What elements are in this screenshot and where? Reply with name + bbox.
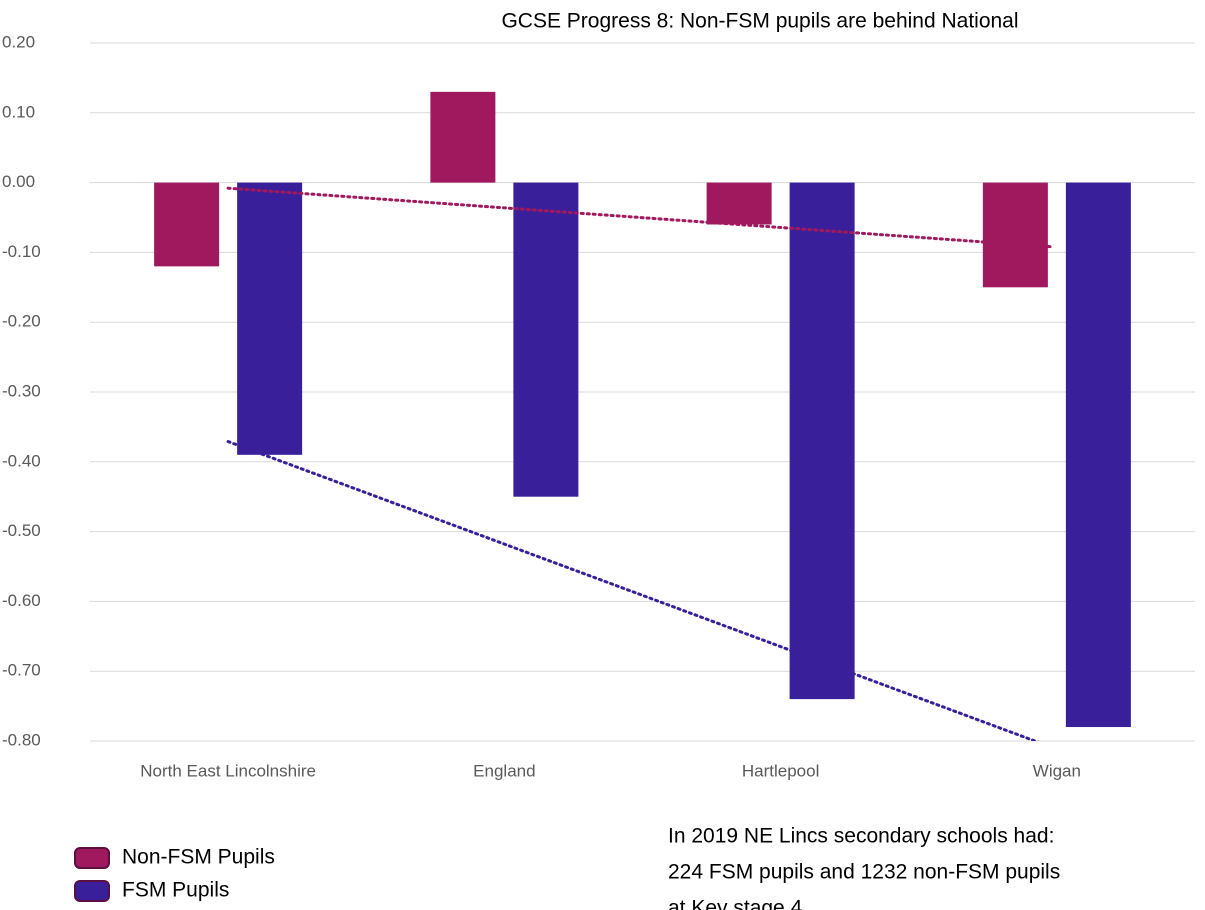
y-tick-label: -0.50 <box>2 521 41 540</box>
bar <box>789 182 855 700</box>
legend-swatch <box>74 880 110 902</box>
bar <box>706 182 772 225</box>
bar <box>982 182 1048 288</box>
bar <box>430 91 496 183</box>
x-tick-label: Wigan <box>1033 761 1081 780</box>
annotation: at Key stage 4 <box>668 897 803 910</box>
y-tick-label: 0.10 <box>2 102 35 121</box>
bar <box>513 182 579 497</box>
bar <box>237 182 303 455</box>
annotation: 224 FSM pupils and 1232 non-FSM pupils <box>668 861 1060 884</box>
bar <box>1065 182 1131 728</box>
trendline <box>226 186 1054 249</box>
x-tick-label: England <box>473 761 535 780</box>
y-tick-label: -0.20 <box>2 312 41 331</box>
y-tick-label: -0.40 <box>2 451 41 470</box>
annotation: In 2019 NE Lincs secondary schools had: <box>668 825 1054 848</box>
y-tick-label: 0.00 <box>2 172 35 191</box>
x-tick-label: North East Lincolnshire <box>140 761 316 780</box>
legend-label: Non-FSM Pupils <box>122 846 275 869</box>
y-tick-label: -0.30 <box>2 381 41 400</box>
x-tick-label: Hartlepool <box>742 761 820 780</box>
legend-swatch <box>74 847 110 869</box>
y-tick-label: 0.20 <box>2 32 35 51</box>
chart-title: GCSE Progress 8: Non-FSM pupils are behi… <box>501 10 1018 33</box>
y-tick-label: -0.60 <box>2 591 41 610</box>
y-tick-label: -0.80 <box>2 730 41 749</box>
bar <box>154 182 220 267</box>
y-tick-label: -0.70 <box>2 661 41 680</box>
legend-label: FSM Pupils <box>122 879 229 902</box>
y-tick-label: -0.10 <box>2 242 41 261</box>
trendline <box>226 440 1040 741</box>
trendlines <box>226 186 1054 741</box>
